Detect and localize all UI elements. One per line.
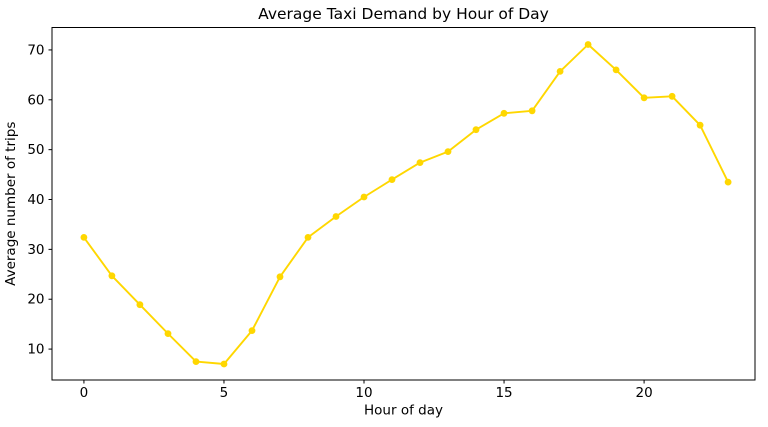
- data-point-hour-4: [192, 358, 200, 365]
- y-tick-label: 40: [27, 192, 44, 208]
- data-point-hour-5: [220, 360, 228, 368]
- x-tick-label: 0: [80, 385, 89, 401]
- y-tick-label: 50: [27, 142, 44, 158]
- data-point-hour-23: [724, 178, 732, 186]
- data-point-hour-3: [164, 330, 172, 337]
- x-tick-label: 15: [495, 385, 512, 401]
- y-tick-label: 20: [27, 292, 44, 308]
- data-point-hour-13: [444, 148, 452, 156]
- x-axis-label: Hour of day: [364, 403, 443, 419]
- data-point-hour-7: [276, 273, 284, 281]
- data-point-hour-15: [500, 109, 508, 117]
- data-point-hour-11: [388, 176, 396, 184]
- data-point-hour-22: [696, 121, 704, 129]
- data-point-hour-14: [472, 126, 480, 134]
- demand-line: [83, 43, 729, 365]
- data-point-hour-19: [612, 66, 620, 74]
- plot-area: [51, 27, 756, 381]
- y-axis-label: Average number of trips: [3, 122, 19, 286]
- data-point-hour-12: [416, 159, 424, 167]
- axes-layer: 0 5 10 15 20 10 20 30 40 50 60 70: [27, 27, 756, 401]
- data-point-hour-2: [136, 301, 144, 309]
- data-point-hour-8: [304, 234, 312, 241]
- data-point-hour-6: [248, 327, 256, 334]
- x-tick-label: 10: [355, 385, 372, 401]
- data-point-hour-18: [584, 41, 592, 48]
- data-point-hour-17: [556, 68, 564, 75]
- x-tick-label: 5: [220, 385, 229, 401]
- y-tick-label: 10: [27, 342, 44, 358]
- data-point-hour-1: [108, 272, 116, 280]
- data-point-hour-21: [668, 92, 676, 100]
- y-tick-label: 70: [27, 42, 44, 58]
- data-point-hour-0: [80, 234, 88, 241]
- x-tick-label: 20: [635, 385, 652, 401]
- data-point-hour-9: [332, 213, 340, 220]
- data-point-hour-20: [640, 94, 648, 102]
- y-tick-label: 60: [27, 92, 44, 108]
- data-point-hour-16: [528, 107, 536, 115]
- chart-title: Average Taxi Demand by Hour of Day: [258, 5, 549, 23]
- y-tick-label: 30: [27, 242, 44, 258]
- data-point-hour-10: [360, 193, 368, 201]
- data-series-layer: [80, 41, 732, 368]
